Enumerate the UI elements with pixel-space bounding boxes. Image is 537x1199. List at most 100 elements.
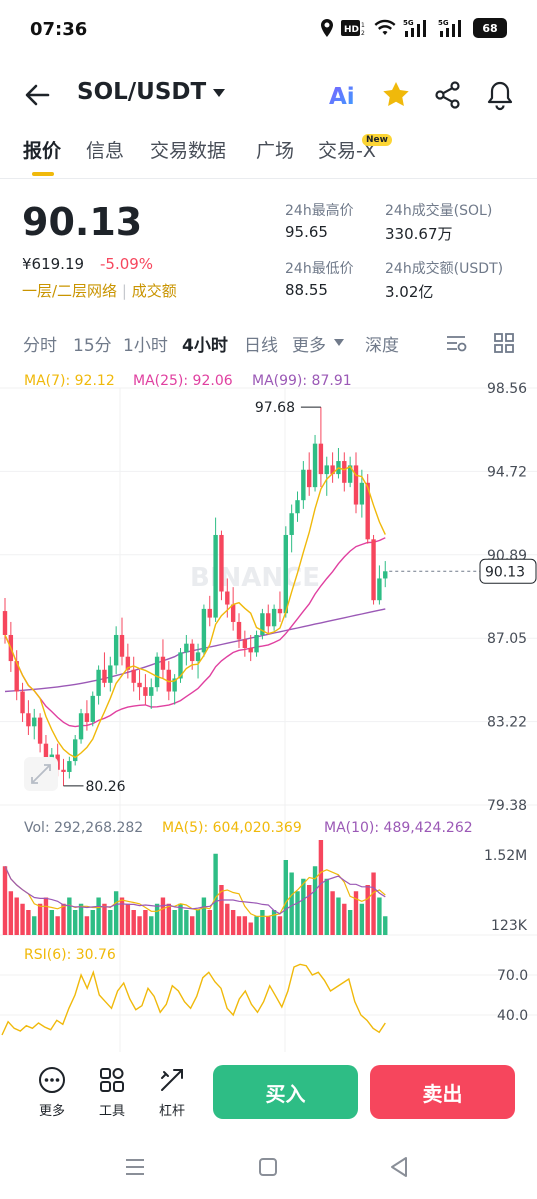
vol-ma10-legend: MA(10): 489,424.262 bbox=[324, 820, 473, 836]
candle-body bbox=[160, 656, 166, 670]
status-icons: HD 1 2 5G 5G 68 bbox=[320, 18, 507, 38]
vol-ma5-legend: MA(5): 604,020.369 bbox=[162, 820, 302, 836]
high-label: 24h最高价 bbox=[285, 203, 354, 219]
leverage-icon bbox=[161, 1069, 183, 1091]
vol-usdt-label: 24h成交额(USDT) bbox=[385, 261, 504, 277]
caret-down-icon[interactable] bbox=[212, 88, 226, 98]
ma99-path bbox=[4, 608, 386, 693]
more-caret-icon[interactable] bbox=[333, 338, 345, 347]
chart-grid bbox=[0, 387, 537, 1052]
kline-chart[interactable]: BINANCE 98.5694.7290.8987.0583.2279.3897… bbox=[0, 360, 537, 1052]
volume-bar bbox=[377, 897, 382, 935]
interval-15m[interactable]: 15分 bbox=[73, 336, 112, 356]
low-value: 88.55 bbox=[285, 281, 328, 299]
notification-bell-icon[interactable] bbox=[484, 79, 516, 111]
network-tag-link[interactable]: 一层/二层网络 | 成交额 bbox=[22, 282, 177, 300]
interval-timeline[interactable]: 分时 bbox=[23, 336, 57, 356]
system-back-icon[interactable] bbox=[389, 1156, 409, 1178]
leverage-tool[interactable]: 杠杆 bbox=[150, 1066, 194, 1119]
candle-body bbox=[190, 643, 195, 662]
volume-bar bbox=[154, 903, 160, 935]
tab-trading-data[interactable]: 交易数据 bbox=[150, 140, 227, 162]
divider bbox=[0, 178, 537, 179]
more-tool[interactable]: 更多 bbox=[30, 1066, 74, 1119]
buy-button[interactable]: 买入 bbox=[213, 1065, 358, 1119]
candle-body bbox=[113, 634, 119, 666]
volume-bar bbox=[266, 916, 271, 935]
favorite-star-icon[interactable] bbox=[380, 79, 412, 111]
candle-body bbox=[330, 465, 335, 475]
interval-4h[interactable]: 4小时 bbox=[182, 336, 228, 356]
rsi-series bbox=[1, 963, 386, 1036]
price-axis: 98.5694.7290.8987.0583.2279.3897.6880.26… bbox=[63, 381, 537, 1024]
volume-bar bbox=[248, 922, 253, 935]
ma99-line bbox=[4, 608, 386, 693]
candle-body bbox=[195, 652, 201, 662]
volume-axis-label: 1.52M bbox=[484, 848, 527, 864]
status-time: 07:36 bbox=[30, 19, 88, 40]
candle-body bbox=[295, 500, 300, 514]
candle-body bbox=[347, 465, 353, 483]
back-arrow-icon[interactable] bbox=[22, 80, 52, 110]
volume-bar bbox=[277, 916, 283, 935]
pair-title[interactable]: SOL/USDT bbox=[77, 79, 207, 105]
tools-tool[interactable]: 工具 bbox=[90, 1066, 134, 1119]
ma25-path bbox=[4, 537, 386, 728]
price-axis-label: 87.05 bbox=[487, 631, 527, 647]
volume-bar bbox=[160, 897, 166, 935]
share-icon[interactable] bbox=[432, 79, 464, 111]
candle-body bbox=[289, 513, 294, 535]
tab-quote[interactable]: 报价 bbox=[23, 140, 62, 162]
tools-grid-icon bbox=[100, 1068, 124, 1092]
interval-more[interactable]: 更多 bbox=[292, 336, 326, 356]
volume-bar bbox=[347, 910, 353, 935]
ma7-path bbox=[4, 465, 386, 759]
candle-body bbox=[78, 713, 84, 740]
candle-body bbox=[26, 713, 31, 727]
leverage-tool-label: 杠杆 bbox=[158, 1104, 185, 1119]
volume-bar bbox=[37, 903, 43, 935]
page-tabs: 报价 信息 交易数据 广场 交易-X New bbox=[0, 126, 537, 178]
interval-1h[interactable]: 1小时 bbox=[123, 336, 168, 356]
volume-bar bbox=[301, 878, 306, 935]
tab-square[interactable]: 广场 bbox=[256, 140, 295, 162]
ma7-line bbox=[4, 465, 386, 759]
indicator-settings-icon[interactable] bbox=[444, 331, 468, 355]
svg-text:5G: 5G bbox=[438, 19, 449, 27]
volume-bar bbox=[73, 910, 78, 935]
current-price-label: 90.13 bbox=[485, 564, 525, 580]
volume-bar bbox=[172, 910, 177, 935]
candle-body bbox=[149, 687, 154, 696]
volume-bar bbox=[242, 916, 248, 935]
candle-body bbox=[342, 461, 347, 483]
volume-bar bbox=[20, 903, 25, 935]
sell-button-label: 卖出 bbox=[422, 1081, 463, 1106]
tab-info[interactable]: 信息 bbox=[86, 140, 125, 162]
sell-button[interactable]: 卖出 bbox=[370, 1065, 515, 1119]
high-value: 95.65 bbox=[285, 223, 328, 241]
candle-body bbox=[283, 534, 288, 614]
home-icon[interactable] bbox=[258, 1157, 278, 1177]
signal-5g-2-icon: 5G bbox=[438, 19, 461, 37]
candle-body bbox=[20, 691, 25, 714]
expand-chart-button[interactable] bbox=[24, 757, 58, 791]
svg-text:1: 1 bbox=[361, 22, 365, 29]
candle-body bbox=[96, 669, 101, 696]
recent-apps-icon[interactable] bbox=[124, 1158, 146, 1176]
ma25-legend: MA(25): 92.06 bbox=[133, 373, 233, 389]
change-percent: -5.09% bbox=[100, 255, 154, 273]
layout-grid-icon[interactable] bbox=[492, 331, 516, 355]
interval-1d[interactable]: 日线 bbox=[244, 336, 278, 356]
svg-text:5G: 5G bbox=[403, 19, 414, 27]
volume-bar bbox=[125, 903, 131, 935]
location-icon bbox=[321, 19, 333, 37]
interval-depth[interactable]: 深度 bbox=[365, 336, 399, 356]
volume-bar bbox=[283, 860, 288, 935]
ai-icon[interactable]: Ai bbox=[328, 79, 360, 111]
vol-sol-value: 330.67万 bbox=[385, 225, 453, 243]
volume-bar bbox=[143, 910, 148, 935]
volume-bar bbox=[230, 910, 236, 935]
volume-bar bbox=[90, 910, 95, 935]
tab-trade-x[interactable]: 交易-X bbox=[318, 140, 376, 162]
candle-body bbox=[43, 743, 49, 762]
